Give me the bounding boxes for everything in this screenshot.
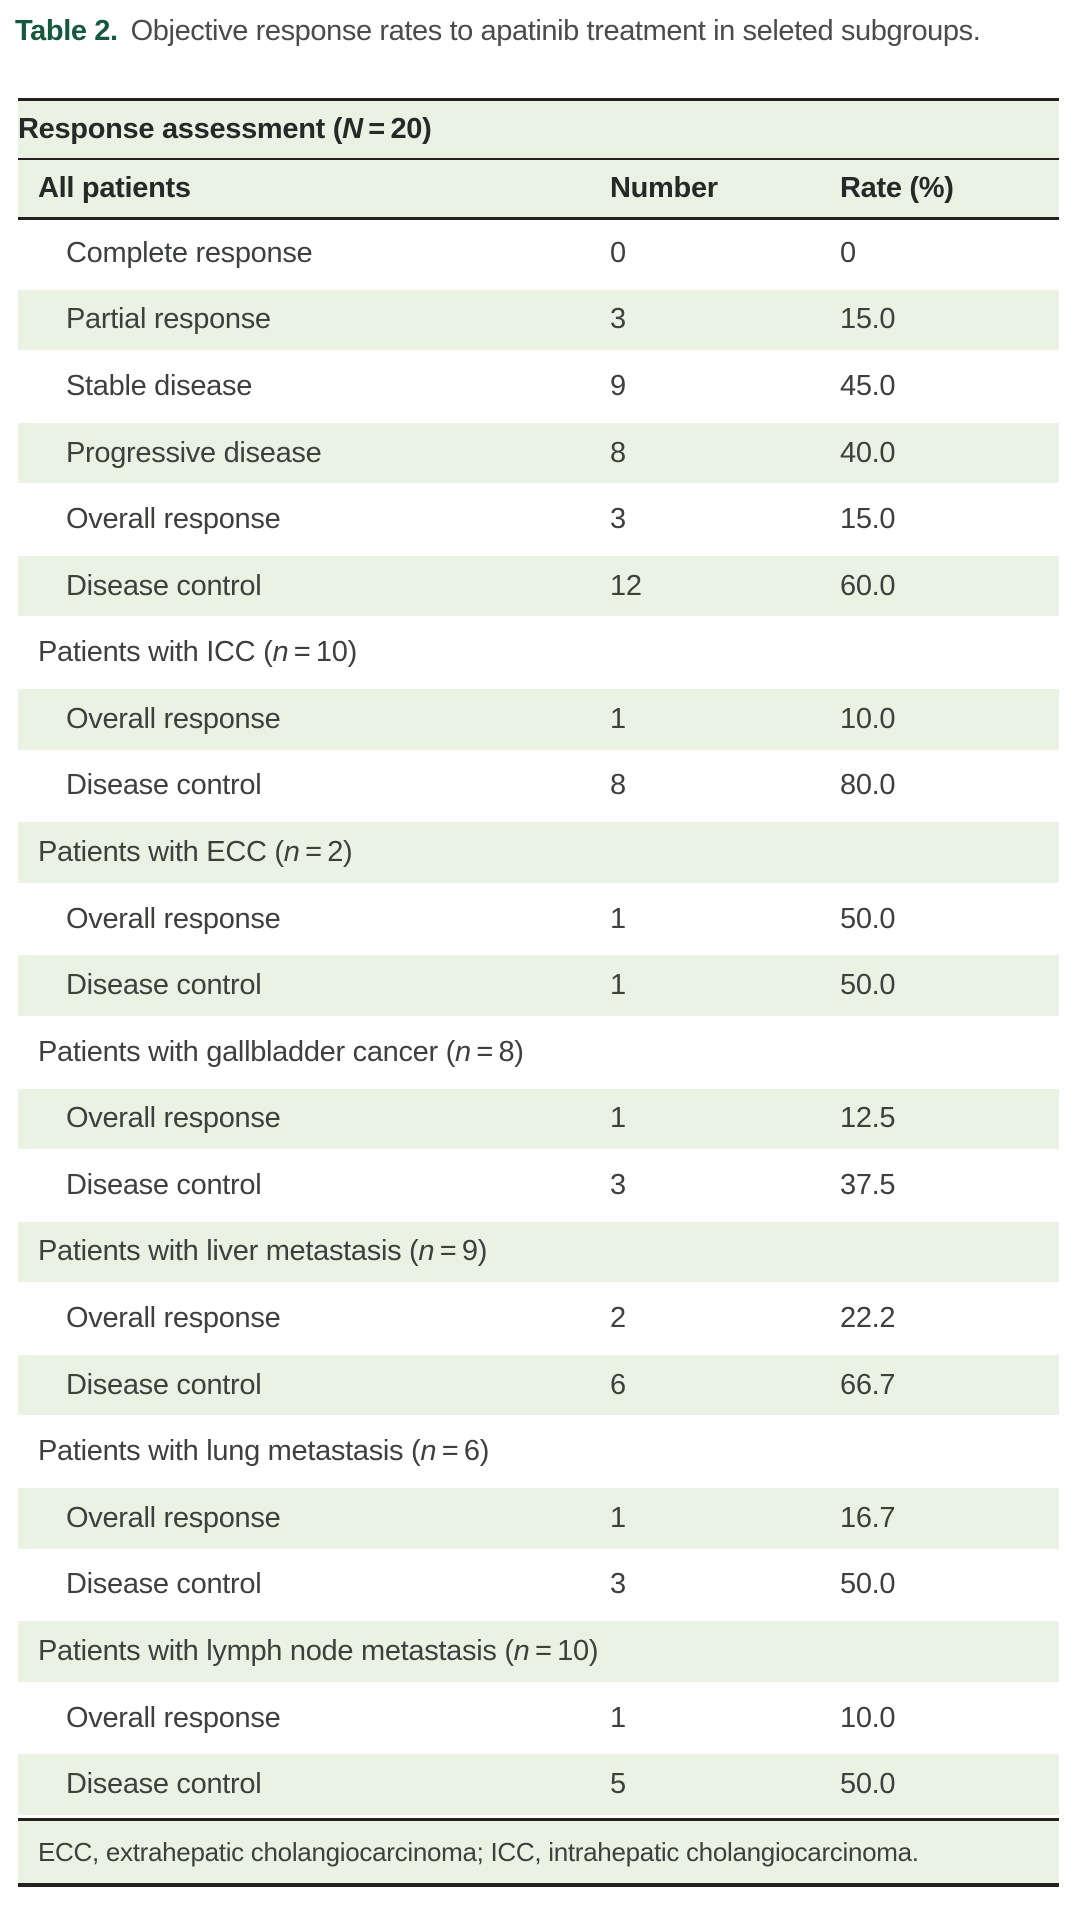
rate-cell: 0 [840, 236, 856, 269]
header-row-variable: N [342, 113, 363, 145]
subgroup-label: Patients with ECC (n = 2) [38, 835, 353, 868]
rate-cell: 66.7 [840, 1368, 896, 1401]
number-cell: 1 [610, 902, 626, 935]
number-cell: 9 [610, 369, 626, 402]
rate-cell: 50.0 [840, 969, 896, 1002]
col-header-all-patients: All patients [38, 172, 191, 204]
table-header-row: Response assessment (N = 20) [18, 101, 1059, 160]
rate-cell: 40.0 [840, 436, 896, 469]
table-row: Progressive disease 8 40.0 [18, 419, 1059, 487]
rate-cell: 10.0 [840, 702, 896, 735]
number-cell: 2 [610, 1302, 626, 1335]
rate-cell: 15.0 [840, 303, 896, 336]
rate-cell: 22.2 [840, 1302, 896, 1335]
number-cell: 1 [610, 1701, 626, 1734]
table-row: Partial response 3 15.0 [18, 286, 1059, 354]
row-label: Overall response [66, 1701, 281, 1734]
row-label: Overall response [66, 1302, 281, 1335]
number-cell: 12 [610, 569, 642, 602]
row-label: Disease control [66, 1768, 262, 1801]
number-cell: 8 [610, 436, 626, 469]
row-label: Partial response [66, 303, 271, 336]
rate-cell: 15.0 [840, 503, 896, 536]
row-label: Disease control [66, 769, 262, 802]
number-cell: 0 [610, 236, 626, 269]
number-cell: 3 [610, 1168, 626, 1201]
row-label: Stable disease [66, 369, 253, 402]
table-row: Disease control 3 37.5 [18, 1152, 1059, 1219]
row-label: Overall response [66, 503, 281, 536]
rate-cell: 45.0 [840, 369, 896, 402]
subgroup-label: Patients with ICC (n = 10) [38, 636, 357, 669]
row-label: Disease control [66, 569, 262, 602]
rate-cell: 50.0 [840, 902, 896, 935]
table-caption-text: Objective response rates to apatinib tre… [130, 15, 981, 47]
number-cell: 3 [610, 1568, 626, 1601]
table-row: Overall response 1 16.7 [18, 1484, 1059, 1552]
table-row: Disease control 6 66.7 [18, 1351, 1059, 1419]
subgroup-label: Patients with lymph node metastasis (n =… [38, 1634, 599, 1667]
row-label: Complete response [66, 236, 313, 269]
rate-cell: 60.0 [840, 569, 896, 602]
subgroup-label: Patients with gallbladder cancer (n = 8) [38, 1035, 524, 1068]
row-label: Disease control [66, 1568, 262, 1601]
table-row: Disease control 1 50.0 [18, 952, 1059, 1019]
table-footnote: ECC, extrahepatic cholangiocarcinoma; IC… [18, 1818, 1059, 1887]
number-cell: 1 [610, 969, 626, 1002]
header-row-prefix: Response assessment ( [18, 113, 343, 145]
row-label: Overall response [66, 1501, 281, 1534]
subgroup-header-row: Patients with liver metastasis (n = 9) [18, 1218, 1059, 1286]
table-row: Overall response 1 50.0 [18, 885, 1059, 953]
row-label: Overall response [66, 902, 281, 935]
table-row: Overall response 3 15.0 [18, 486, 1059, 553]
col-header-number: Number [610, 172, 718, 204]
rate-cell: 10.0 [840, 1701, 896, 1734]
rate-cell: 80.0 [840, 769, 896, 802]
number-cell: 8 [610, 769, 626, 802]
col-header-rate: Rate (%) [840, 172, 954, 204]
row-label: Disease control [66, 969, 262, 1002]
subgroup-label: Patients with liver metastasis (n = 9) [38, 1235, 488, 1268]
table-row: Complete response 0 0 [18, 220, 1059, 287]
table-row: Disease control 8 80.0 [18, 752, 1059, 820]
row-label: Overall response [66, 1102, 281, 1135]
number-cell: 3 [610, 503, 626, 536]
subgroup-header-row: Patients with ICC (n = 10) [18, 619, 1059, 687]
table-body: Complete response 0 0 Partial response 3 15.0… [18, 220, 1059, 1818]
subgroup-label: Patients with lung metastasis (n = 6) [38, 1435, 490, 1468]
table-row: Disease control 3 50.0 [18, 1551, 1059, 1619]
rate-cell: 37.5 [840, 1168, 896, 1201]
number-cell: 6 [610, 1368, 626, 1401]
response-table: Response assessment (N = 20) All patient… [18, 98, 1059, 1887]
subgroup-header-row: Patients with lymph node metastasis (n =… [18, 1618, 1059, 1685]
subgroup-header-row: Patients with gallbladder cancer (n = 8) [18, 1018, 1059, 1086]
table-row: Overall response 1 10.0 [18, 1684, 1059, 1752]
rate-cell: 50.0 [840, 1768, 896, 1801]
row-label: Disease control [66, 1168, 262, 1201]
rate-cell: 50.0 [840, 1568, 896, 1601]
subgroup-header-row: Patients with lung metastasis (n = 6) [18, 1418, 1059, 1485]
header-row-suffix: = 20) [362, 113, 432, 145]
number-cell: 3 [610, 303, 626, 336]
table-row: Disease control 5 50.0 [18, 1751, 1059, 1818]
subgroup-header-row: Patients with ECC (n = 2) [18, 819, 1059, 886]
number-cell: 1 [610, 1102, 626, 1135]
row-label: Overall response [66, 702, 281, 735]
number-cell: 1 [610, 702, 626, 735]
table-number-label: Table 2. [15, 15, 118, 47]
rate-cell: 12.5 [840, 1102, 896, 1135]
column-header-row: All patients Number Rate (%) [18, 160, 1059, 220]
table-row: Stable disease 9 45.0 [18, 353, 1059, 420]
table-row: Overall response 1 10.0 [18, 686, 1059, 753]
table-row: Overall response 2 22.2 [18, 1285, 1059, 1352]
table-row: Overall response 1 12.5 [18, 1085, 1059, 1153]
table-caption: Table 2. Objective response rates to apat… [15, 10, 1025, 53]
rate-cell: 16.7 [840, 1501, 896, 1534]
table-row: Disease control 12 60.0 [18, 552, 1059, 620]
number-cell: 5 [610, 1768, 626, 1801]
row-label: Progressive disease [66, 436, 322, 469]
number-cell: 1 [610, 1501, 626, 1534]
row-label: Disease control [66, 1368, 262, 1401]
